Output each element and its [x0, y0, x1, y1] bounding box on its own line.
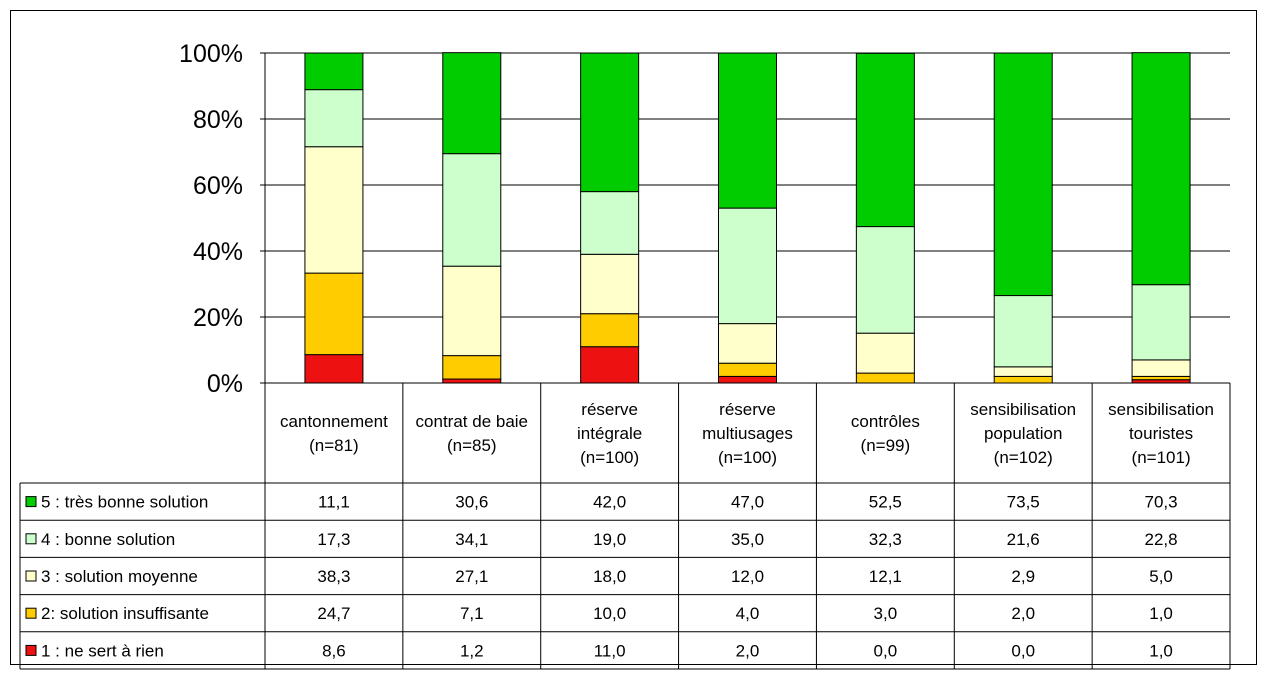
legend-swatch	[25, 644, 37, 656]
y-tick-label: 20%	[193, 304, 243, 332]
data-label: 2,0	[1011, 604, 1035, 623]
category-label: réserve multiusages (n=100)	[702, 400, 793, 467]
bar-segment	[304, 354, 364, 384]
category-label: réserve intégrale (n=100)	[577, 400, 642, 467]
data-label: 12,0	[731, 567, 764, 586]
data-label: 24,7	[317, 604, 350, 623]
bar-segment	[580, 52, 640, 193]
category-label: cantonnement (n=81)	[280, 412, 388, 455]
bar-segment	[855, 372, 915, 384]
y-tick-label: 0%	[207, 370, 243, 398]
bar-segment	[993, 366, 1053, 377]
legend-swatch	[25, 607, 37, 619]
data-label: 70,3	[1145, 493, 1178, 512]
bar-segment	[580, 346, 640, 384]
y-tick-label: 80%	[193, 106, 243, 134]
bar-segment	[580, 191, 640, 255]
bar-segment	[855, 332, 915, 374]
bar-segment	[718, 362, 777, 377]
bar-segment	[1131, 359, 1191, 377]
bar-segment	[442, 355, 502, 380]
data-label: 17,3	[317, 530, 350, 549]
data-label: 0,0	[874, 641, 898, 660]
bar-segment	[304, 272, 364, 356]
data-label: 21,6	[1007, 530, 1040, 549]
data-label: 32,3	[869, 530, 902, 549]
bar-segment	[1131, 284, 1191, 361]
category-label: contrôles (n=99)	[851, 412, 920, 455]
legend-label: 5 : très bonne solution	[41, 493, 208, 512]
category-label: sensibilisation population (n=102)	[970, 400, 1076, 467]
bar-segment	[855, 52, 915, 228]
data-label: 42,0	[593, 493, 626, 512]
legend-swatch	[25, 496, 37, 508]
data-label: 34,1	[455, 530, 488, 549]
data-label: 11,0	[594, 641, 626, 660]
category-label: contrat de baie (n=85)	[416, 412, 528, 455]
bar-segment	[855, 226, 915, 334]
bar-segment	[1131, 52, 1191, 286]
y-tick-label: 60%	[193, 172, 243, 200]
data-label: 0,0	[1011, 641, 1035, 660]
data-label: 2,0	[736, 641, 760, 660]
bar-segment	[718, 207, 777, 325]
y-tick-label: 40%	[193, 238, 243, 266]
bar-segment	[442, 378, 502, 384]
data-label: 7,1	[460, 604, 484, 623]
bar-segment	[580, 313, 640, 348]
legend-swatch	[25, 570, 37, 582]
data-label: 8,6	[322, 641, 346, 660]
data-label: 4,0	[736, 604, 760, 623]
data-label: 18,0	[593, 567, 626, 586]
data-label: 52,5	[869, 493, 902, 512]
bar-segment	[718, 52, 777, 209]
legend-swatch	[25, 533, 37, 545]
legend-label: 3 : solution moyenne	[41, 567, 198, 586]
data-label: 10,0	[593, 604, 626, 623]
bar-segment	[304, 89, 364, 148]
data-label: 12,1	[869, 567, 902, 586]
bar-segment	[993, 295, 1053, 368]
bar-segment	[304, 52, 364, 91]
data-label: 35,0	[731, 530, 764, 549]
bar-segment	[718, 323, 777, 364]
bar-segment	[580, 253, 640, 315]
legend-label: 4 : bonne solution	[41, 530, 175, 549]
data-label: 27,1	[455, 567, 488, 586]
data-label: 1,2	[460, 641, 484, 660]
legend-label: 1 : ne sert à rien	[41, 641, 164, 660]
data-label: 3,0	[874, 604, 898, 623]
bar-segment	[993, 375, 1053, 384]
category-label: sensibilisation touristes (n=101)	[1108, 400, 1214, 467]
bar-segment	[993, 52, 1053, 297]
legend-label: 2: solution insuffisante	[41, 604, 209, 623]
data-label: 1,0	[1149, 604, 1173, 623]
bar-segment	[442, 265, 502, 357]
data-label: 38,3	[317, 567, 350, 586]
data-label: 2,9	[1011, 567, 1035, 586]
bar-segment	[304, 146, 364, 274]
data-label: 30,6	[455, 493, 488, 512]
data-label: 19,0	[593, 530, 626, 549]
data-label: 5,0	[1149, 567, 1173, 586]
data-label: 47,0	[731, 493, 764, 512]
data-label: 1,0	[1149, 641, 1173, 660]
bar-segment	[442, 153, 502, 267]
y-tick-label: 100%	[179, 40, 243, 68]
bar-segment	[718, 375, 777, 384]
data-label: 73,5	[1007, 493, 1040, 512]
bar-segment	[442, 52, 502, 155]
data-label: 22,8	[1145, 530, 1178, 549]
data-label: 11,1	[318, 493, 350, 512]
